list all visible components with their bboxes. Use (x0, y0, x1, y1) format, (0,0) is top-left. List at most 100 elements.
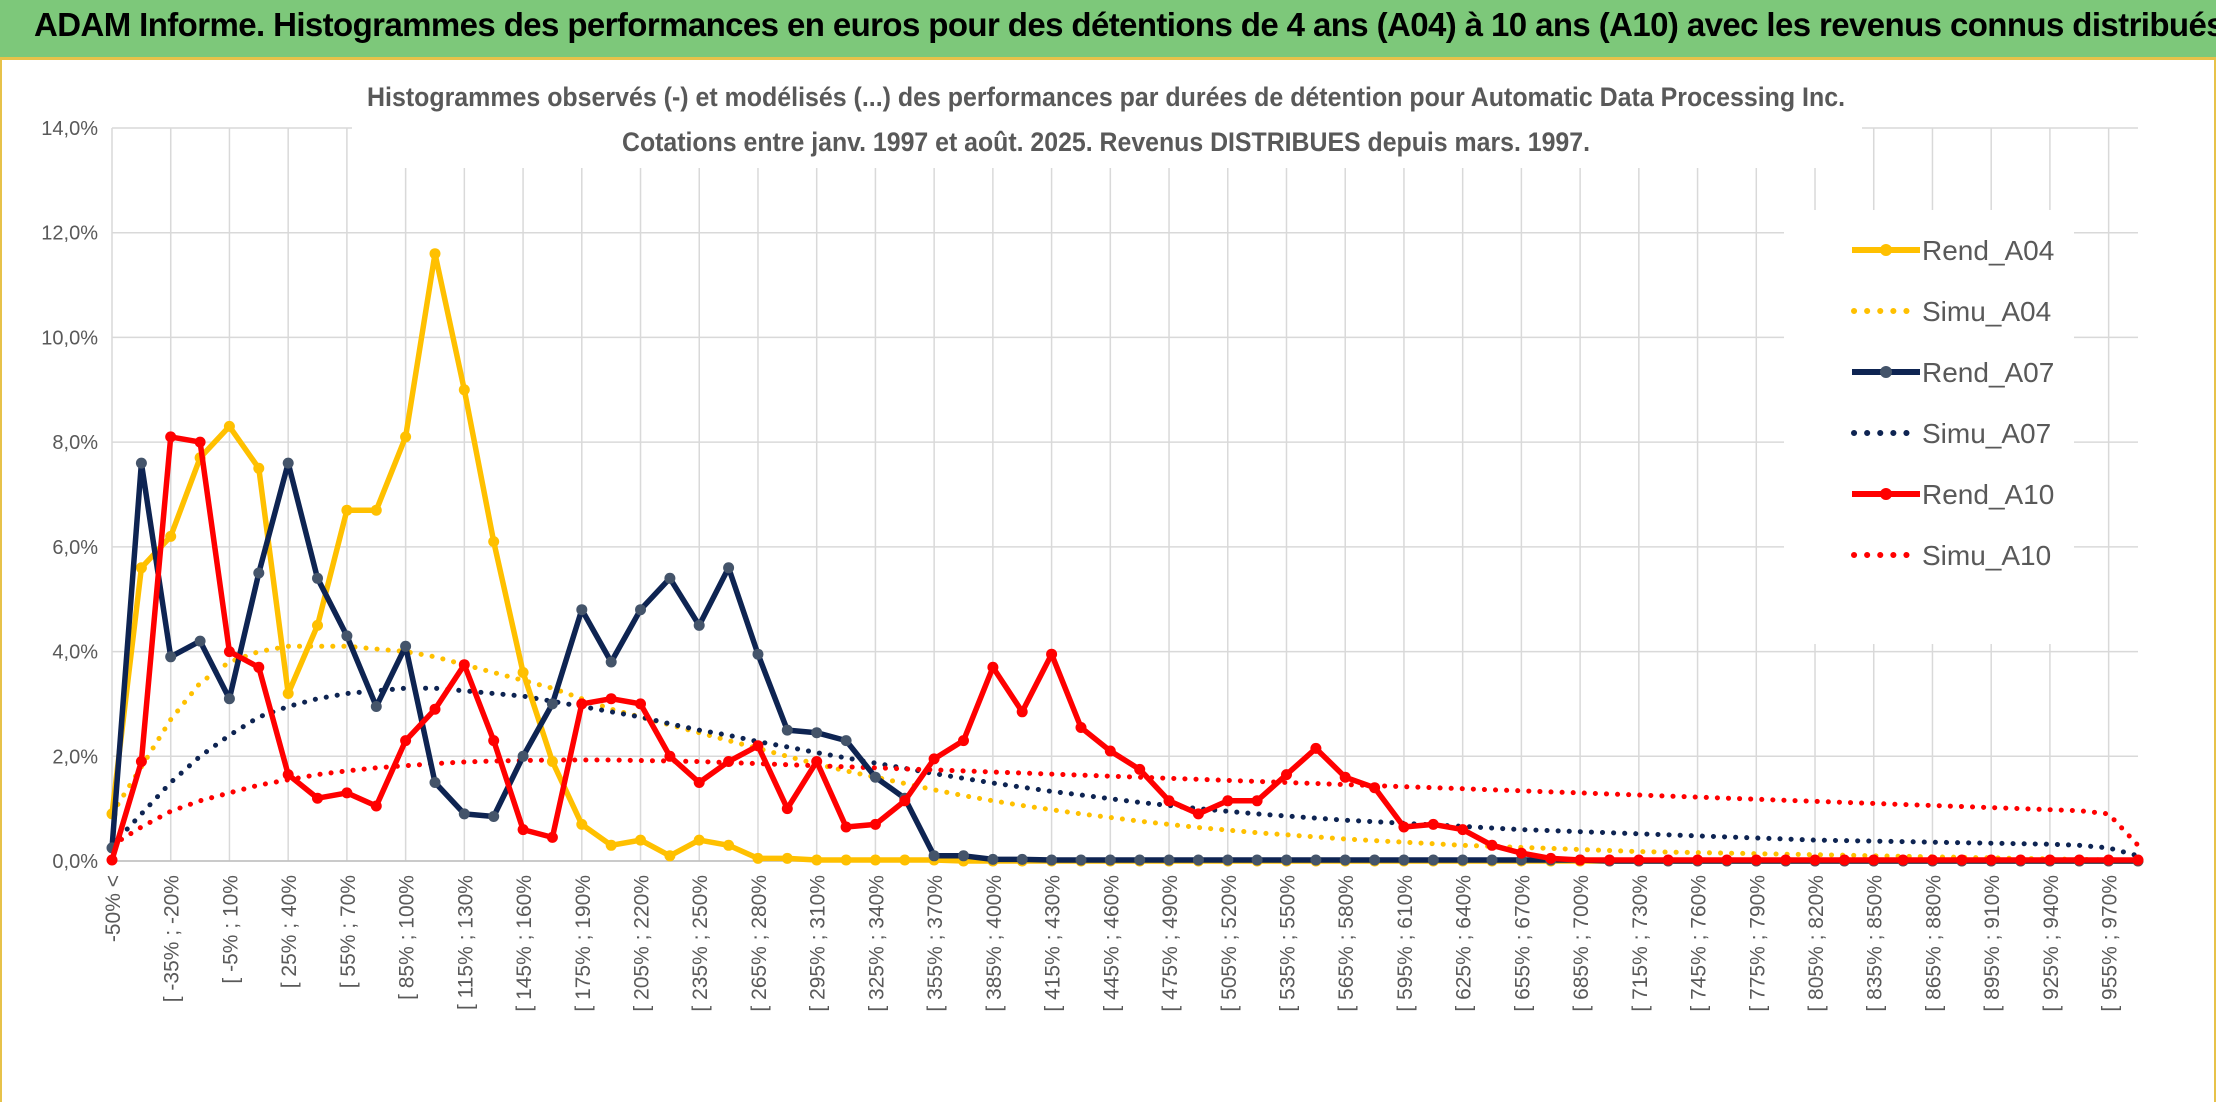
x-tick-label: [ 445% ; 460% (1100, 875, 1123, 1012)
data-point (106, 854, 118, 866)
data-point (1780, 854, 1792, 866)
x-tick-label: [ 25% ; 40% (278, 875, 301, 988)
data-point (1398, 821, 1410, 833)
data-point (370, 800, 382, 812)
data-point (1427, 818, 1439, 830)
data-point (1339, 771, 1351, 783)
data-point (840, 854, 852, 866)
x-tick-label: [ 205% ; 220% (631, 875, 654, 1012)
data-point (928, 753, 940, 765)
data-point (605, 656, 617, 668)
x-tick-label: [ 175% ; 190% (572, 875, 595, 1012)
data-point (253, 661, 265, 673)
legend-item: Simu_A07 (1851, 418, 2051, 449)
data-point (576, 604, 588, 616)
x-tick-label: [ 115% ; 130% (454, 875, 477, 1010)
legend-label: Simu_A04 (1922, 296, 2051, 327)
histogram-chart: Rend_A04 Simu_A04 Rend_A07 Simu_A07 Rend_A10… (41, 62, 2144, 1012)
data-point (194, 436, 206, 448)
data-point (2103, 854, 2115, 866)
data-point (987, 853, 999, 865)
data-point (1075, 854, 1087, 866)
data-point (282, 688, 294, 699)
data-point (576, 698, 588, 710)
data-point (1574, 854, 1586, 866)
data-point (546, 831, 558, 843)
data-point (546, 698, 558, 710)
data-point (2044, 854, 2056, 866)
data-point (1486, 854, 1498, 866)
data-point (723, 839, 735, 851)
data-point (1486, 839, 1498, 851)
legend-label: Rend_A10 (1922, 479, 2054, 510)
data-point (693, 834, 705, 846)
y-tick-label: 6,0% (52, 537, 98, 559)
data-point (723, 756, 735, 767)
data-point (488, 536, 500, 548)
data-point (312, 619, 323, 631)
series-line (109, 434, 2138, 863)
data-point (135, 756, 147, 767)
legend-background (1784, 210, 2074, 644)
data-point (429, 703, 441, 715)
chart-frame: Rend_A04 Simu_A04 Rend_A07 Simu_A07 Rend_A10… (0, 60, 2216, 1102)
x-tick-label: [ 805% ; 820% (1805, 875, 1828, 1012)
data-point (811, 854, 823, 866)
y-tick-label: 8,0% (52, 432, 98, 454)
x-tick-label: [ 955% ; 970% (2099, 875, 2122, 1012)
chart-legend: Rend_A04 Simu_A04 Rend_A07 Simu_A07 Rend_A10… (1851, 235, 2054, 571)
x-tick-label: [ 55% ; 70% (337, 875, 360, 988)
data-point (1075, 722, 1087, 733)
data-point (693, 777, 705, 788)
data-point (1838, 854, 1850, 866)
series-simu-a04 (109, 643, 2141, 863)
data-point (987, 661, 999, 673)
data-point (781, 724, 793, 736)
data-point (1163, 795, 1175, 807)
data-point (1222, 795, 1234, 807)
data-point (869, 854, 881, 866)
series-simu-a07 (109, 685, 2141, 859)
data-point (840, 735, 852, 747)
x-tick-label: [ 595% ; 610% (1394, 875, 1417, 1012)
y-axis: 0,0% 2,0% 4,0% 6,0% 8,0% 10,0% 12,0% 14,0% (41, 118, 98, 873)
data-point (958, 850, 969, 862)
data-point (1134, 763, 1146, 775)
legend-marker (1880, 366, 1892, 378)
legend-item: Rend_A07 (1852, 357, 2054, 388)
legend-label: Simu_A07 (1922, 418, 2051, 449)
data-point (429, 777, 441, 788)
data-point (2132, 854, 2144, 866)
data-point (781, 803, 793, 815)
data-point (2015, 854, 2027, 866)
x-tick-label: [ 835% ; 850% (1864, 875, 1887, 1012)
data-point (1046, 854, 1058, 866)
data-point (1104, 745, 1116, 757)
data-point (752, 740, 764, 752)
x-tick-label: -50% < (102, 875, 125, 942)
data-point (781, 852, 793, 864)
data-point (223, 693, 235, 705)
x-tick-label: [ 325% ; 340% (865, 875, 888, 1012)
legend-marker (1880, 244, 1892, 256)
chart-title-background (352, 62, 1862, 168)
data-point (1192, 808, 1204, 820)
data-point (1310, 854, 1322, 866)
data-point (1721, 854, 1733, 866)
data-point (635, 698, 646, 710)
report-banner: ADAM Informe. Histogrammes des performan… (0, 0, 2216, 60)
data-point (928, 850, 940, 862)
data-point (899, 854, 911, 866)
data-point (458, 808, 470, 820)
data-point (341, 787, 353, 799)
data-point (400, 735, 412, 747)
x-tick-label: [ -35% ; -20% (161, 875, 184, 1002)
y-tick-label: 10,0% (41, 327, 98, 349)
chart-title: Histogrammes observés (-) et modélisés (… (367, 82, 1845, 112)
x-tick-label: [ 535% ; 550% (1276, 875, 1299, 1012)
legend-label: Rend_A07 (1922, 357, 2054, 388)
data-point (1046, 648, 1058, 660)
data-point (664, 750, 676, 762)
legend-item: Rend_A04 (1852, 235, 2054, 266)
data-point (1163, 854, 1175, 866)
